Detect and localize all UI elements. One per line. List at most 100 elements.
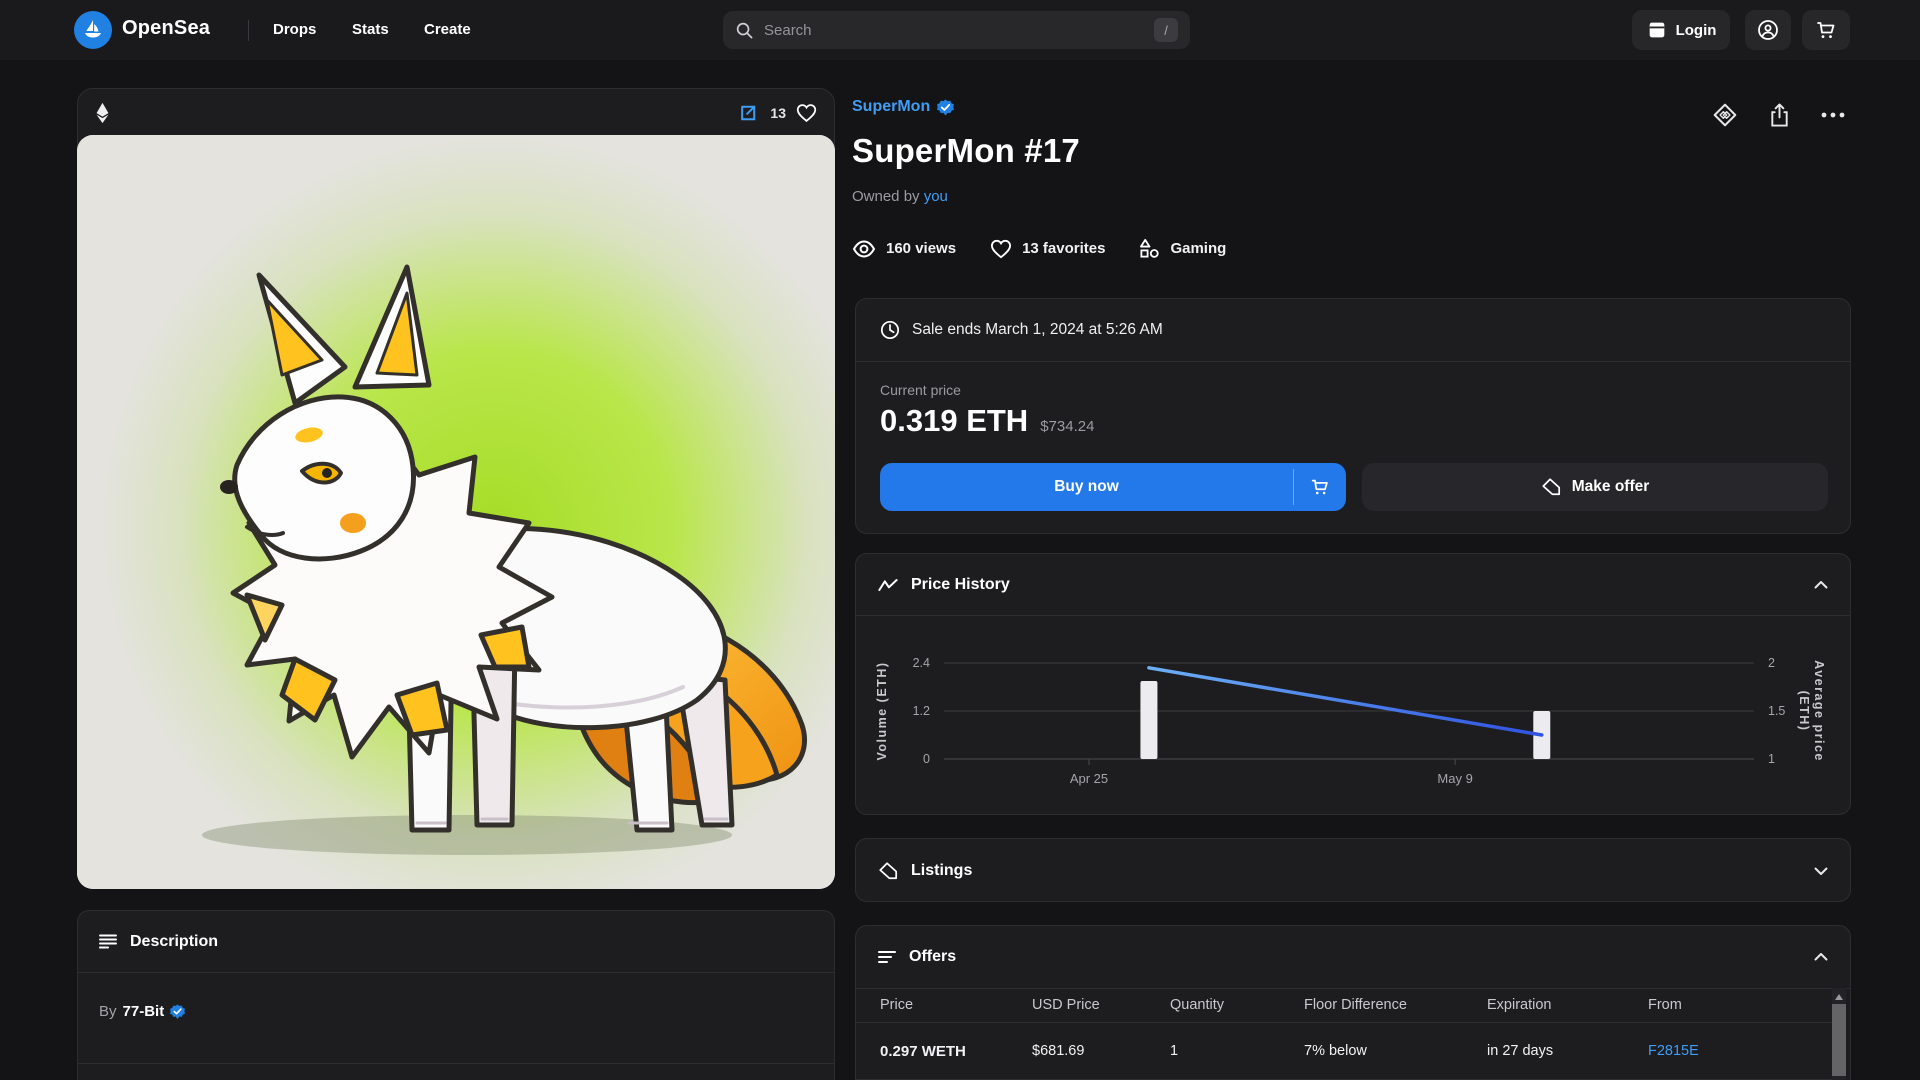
views-label: 160 views — [886, 240, 957, 257]
buy-now-label: Buy now — [1054, 478, 1119, 495]
col-usd-price: USD Price — [1032, 997, 1100, 1013]
nav-item-drops[interactable]: Drops — [273, 21, 317, 38]
sale-ends-text: Sale ends March 1, 2024 at 5:26 AM — [912, 321, 1163, 338]
more-icon — [1821, 112, 1845, 118]
nft-artwork[interactable] — [77, 135, 835, 889]
owner-link[interactable]: you — [923, 188, 948, 205]
offers-title: Offers — [909, 947, 957, 965]
description-icon — [99, 934, 117, 948]
search-placeholder: Search — [764, 21, 812, 39]
more-options-button[interactable] — [1821, 112, 1845, 118]
offers-scrollbar[interactable] — [1832, 988, 1846, 1080]
description-header[interactable]: Description — [78, 911, 834, 972]
offer-expiration: in 27 days — [1487, 1043, 1554, 1059]
heart-icon — [991, 239, 1012, 258]
price-history-title: Price History — [911, 575, 1010, 593]
scroll-up-arrow[interactable] — [1835, 994, 1843, 1000]
listings-header[interactable]: Listings — [856, 839, 1850, 903]
svg-text:Average price(ETH): Average price(ETH) — [1797, 660, 1826, 762]
divider — [856, 988, 1850, 989]
divider — [856, 615, 1850, 616]
offers-box: Offers Price USD Price Quantity Floor Di… — [855, 925, 1851, 1080]
make-offer-button[interactable]: Make offer — [1362, 463, 1828, 511]
trend-line-icon — [878, 578, 898, 591]
deal-button[interactable] — [1712, 102, 1738, 128]
navbar: OpenSea Drops Stats Create Search / Logi… — [0, 0, 1920, 60]
divider — [78, 972, 834, 973]
offers-table: Price USD Price Quantity Floor Differenc… — [856, 988, 1832, 1080]
offer-quantity: 1 — [1170, 1043, 1179, 1059]
category-label: Gaming — [1170, 240, 1227, 257]
divider — [78, 1063, 834, 1064]
description-body: By 77-Bit — [99, 1003, 186, 1020]
brand-name[interactable]: OpenSea — [122, 17, 211, 39]
price-eth: 0.319 ETH — [880, 403, 1029, 438]
price-history-header[interactable]: Price History — [856, 554, 1850, 615]
login-label: Login — [1675, 21, 1717, 39]
account-icon — [1758, 20, 1778, 40]
login-button[interactable]: Login — [1632, 10, 1730, 50]
deal-icon — [1713, 103, 1737, 127]
media-card-header: 13 — [78, 89, 834, 136]
opensea-logo-icon[interactable] — [74, 11, 112, 49]
owned-by-prefix: Owned by — [852, 188, 920, 205]
cart-button[interactable] — [1802, 10, 1850, 50]
svg-text:1.5: 1.5 — [1768, 704, 1785, 718]
add-to-cart-button[interactable] — [1294, 463, 1346, 511]
price-history-chart: 0 1.2 2.4 1 1.5 2 Apr 25 May 9 Volume (ETH) Avera… — [856, 615, 1850, 815]
search-shortcut-badge: / — [1154, 18, 1178, 42]
listings-title: Listings — [911, 862, 973, 879]
nav-item-create[interactable]: Create — [424, 21, 471, 38]
share-button[interactable] — [1768, 103, 1791, 128]
col-price: Price — [880, 997, 914, 1013]
offers-header[interactable]: Offers — [856, 926, 1850, 987]
svg-text:May 9: May 9 — [1437, 771, 1472, 786]
scrollbar-thumb[interactable] — [1832, 1004, 1846, 1076]
cart-icon — [1817, 22, 1835, 38]
account-button[interactable] — [1745, 10, 1791, 50]
heart-icon[interactable] — [796, 103, 817, 123]
eye-icon — [852, 239, 876, 258]
ethereum-icon — [96, 102, 109, 123]
nav-item-stats[interactable]: Stats — [352, 21, 389, 38]
price-history-box: Price History 0 1.2 2.4 1 1.5 2 Apr 25 May 9 Vol… — [855, 553, 1851, 815]
collection-name: SuperMon — [852, 98, 931, 115]
col-expiration: Expiration — [1487, 997, 1552, 1013]
make-offer-label: Make offer — [1571, 478, 1650, 495]
search-icon — [736, 22, 753, 38]
buy-now-button[interactable]: Buy now — [880, 463, 1346, 511]
col-floor-difference: Floor Difference — [1304, 997, 1407, 1013]
verified-badge-icon — [170, 1004, 186, 1019]
svg-text:2: 2 — [1768, 656, 1775, 670]
offer-usd: $681.69 — [1032, 1043, 1085, 1059]
cart-icon — [1311, 479, 1328, 495]
by-prefix: By — [99, 1003, 117, 1020]
share-icon — [1771, 103, 1788, 127]
search-input[interactable]: Search / — [723, 11, 1190, 49]
item-actions — [1712, 102, 1845, 128]
page-title: SuperMon #17 — [852, 132, 1080, 169]
category-stat[interactable]: Gaming — [1139, 238, 1226, 259]
list-icon — [878, 950, 896, 963]
offers-table-header: Price USD Price Quantity Floor Differenc… — [856, 988, 1832, 1023]
sale-box: Sale ends March 1, 2024 at 5:26 AM Curre… — [855, 298, 1851, 534]
offer-price: 0.297 WETH — [880, 1042, 966, 1060]
wallet-icon — [1649, 22, 1664, 38]
author-name[interactable]: 77-Bit — [122, 1003, 165, 1020]
collection-link[interactable]: SuperMon — [852, 98, 955, 116]
col-quantity: Quantity — [1170, 997, 1224, 1013]
chevron-up-icon — [1814, 581, 1828, 589]
price-line: 0.319 ETH $734.24 — [880, 403, 1094, 439]
description-title: Description — [130, 932, 219, 950]
favorites-stat: 13 favorites — [990, 239, 1105, 259]
action-buttons: Buy now Make offer — [880, 463, 1828, 511]
description-card: Description By 77-Bit — [77, 910, 835, 1080]
button-divider — [1293, 469, 1294, 505]
chart-svg: 0 1.2 2.4 1 1.5 2 Apr 25 May 9 Volume (ETH) Avera… — [875, 656, 1826, 786]
price-usd: $734.24 — [1040, 418, 1095, 435]
nav-divider — [248, 20, 249, 41]
clock-icon — [880, 320, 900, 340]
svg-text:2.4: 2.4 — [913, 656, 930, 670]
external-link-icon[interactable] — [738, 103, 758, 123]
offer-from-link[interactable]: F2815E — [1648, 1043, 1699, 1059]
